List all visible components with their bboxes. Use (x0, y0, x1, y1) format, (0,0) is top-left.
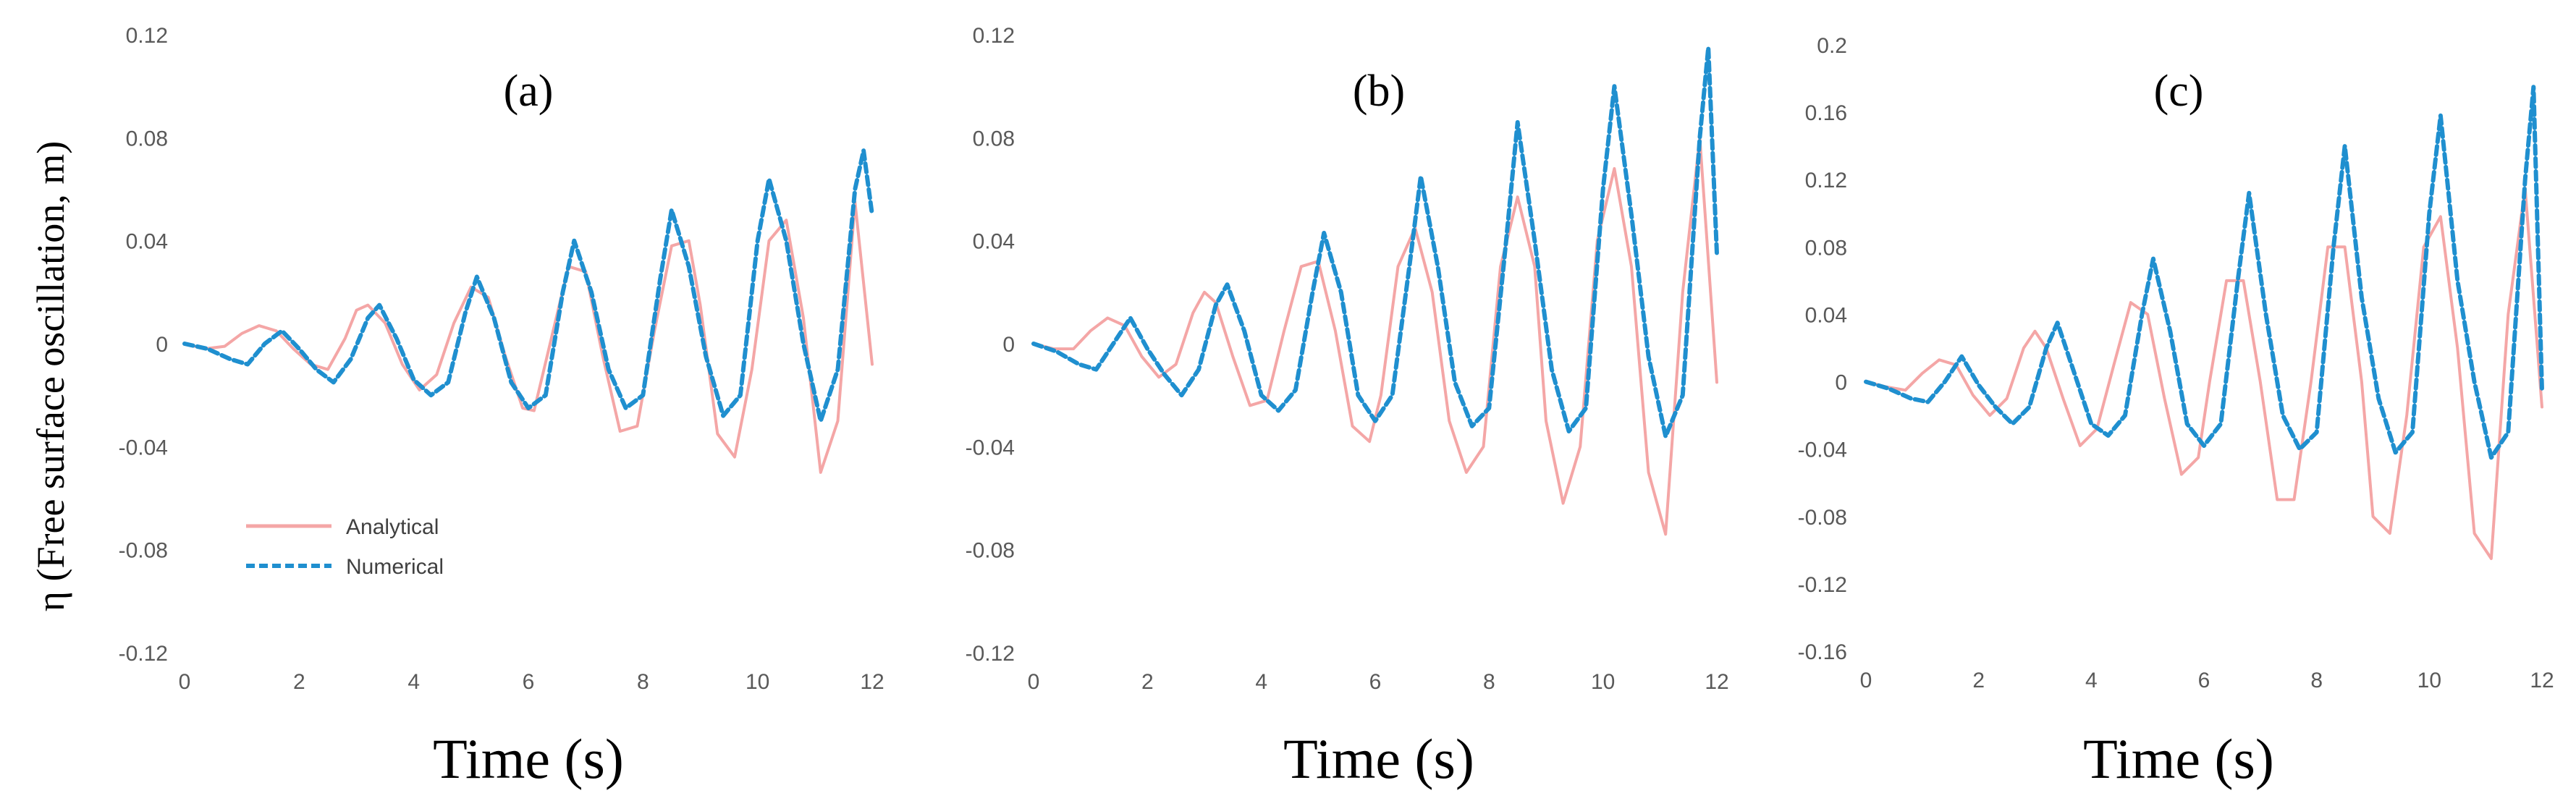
x-tick-label: 0 (179, 670, 191, 694)
y-tick-label: -0.16 (1798, 640, 1847, 664)
x-tick-label: 12 (1705, 670, 1728, 694)
x-tick-label: 4 (2085, 669, 2098, 692)
x-axis-title: Time (s) (433, 727, 624, 790)
x-tick-label: 0 (1860, 669, 1872, 692)
x-tick-label: 12 (860, 670, 884, 694)
y-tick-label: -0.08 (1798, 506, 1847, 530)
y-tick-label: 0.16 (1805, 101, 1847, 125)
y-tick-label: 0.12 (1805, 169, 1847, 192)
y-tick-label: 0 (1835, 371, 1847, 395)
x-tick-label: 10 (2417, 669, 2441, 692)
panel-label: (c) (2154, 67, 2204, 116)
y-tick-label: -0.04 (1798, 438, 1847, 462)
x-tick-label: 10 (1591, 670, 1615, 694)
series-line-analytical (1865, 186, 2543, 560)
legend-label-analytical: Analytical (346, 515, 439, 539)
x-tick-label: 8 (637, 670, 649, 694)
y-axis-title: η (Free surface oscillation, m) (29, 141, 72, 612)
y-tick-label: 0 (156, 333, 168, 357)
panel-c: 0 2 4 6 8 10 12 0.2 0.16 0.12 0.08 0.04 0 -0.04 -0.08 -… (1798, 34, 2554, 790)
legend-label-numerical: Numerical (346, 555, 444, 579)
series-line-numerical (1031, 45, 1719, 439)
x-axis-title: Time (s) (1283, 727, 1474, 790)
panel-label: (b) (1353, 67, 1405, 116)
x-tick-label: 0 (1028, 670, 1040, 694)
x-tick-label: 4 (407, 670, 420, 694)
y-tick-label: 0.04 (1805, 303, 1847, 327)
panel-a: 0 2 4 6 8 10 12 0.12 0.08 0.04 0 -0.04 -0.08 -0.12 (a)… (119, 24, 884, 790)
x-tick-label: 2 (1141, 670, 1154, 694)
x-tick-label: 2 (293, 670, 305, 694)
x-tick-label: 6 (2198, 669, 2210, 692)
x-axis-title: Time (s) (2083, 727, 2274, 790)
series-line-analytical (1032, 136, 1718, 536)
y-tick-label: 0 (1002, 333, 1015, 357)
y-tick-label: 0.04 (973, 230, 1015, 254)
y-tick-label: 0.08 (126, 127, 168, 151)
y-tick-label: -0.08 (966, 539, 1015, 563)
x-tick-label: 8 (2310, 669, 2323, 692)
panel-label: (a) (504, 67, 554, 116)
y-tick-label: 0.04 (126, 230, 168, 254)
series-line-numerical (1864, 85, 2544, 460)
y-tick-label: -0.12 (119, 642, 168, 666)
y-tick-label: -0.04 (966, 436, 1015, 459)
x-tick-label: 6 (523, 670, 535, 694)
y-tick-label: -0.12 (966, 642, 1015, 666)
x-tick-label: 2 (1972, 669, 1985, 692)
x-tick-label: 6 (1369, 670, 1382, 694)
y-tick-label: -0.04 (119, 436, 168, 459)
x-tick-label: 10 (746, 670, 769, 694)
panel-b: 0 2 4 6 8 10 12 0.12 0.08 0.04 0 -0.04 -0.08 -0.12 (b)… (966, 24, 1729, 790)
y-tick-label: 0.2 (1817, 34, 1847, 58)
y-tick-label: 0.12 (973, 24, 1015, 48)
y-tick-label: -0.08 (119, 539, 168, 563)
x-tick-label: 8 (1483, 670, 1495, 694)
x-tick-label: 12 (2530, 669, 2554, 692)
x-tick-label: 4 (1255, 670, 1267, 694)
legend: Analytical Numerical (246, 515, 444, 579)
y-tick-label: 0.08 (1805, 236, 1847, 260)
series-line-numerical (182, 148, 874, 423)
y-tick-label: -0.12 (1798, 573, 1847, 597)
y-tick-label: 0.12 (126, 24, 168, 48)
y-tick-label: 0.08 (973, 127, 1015, 151)
